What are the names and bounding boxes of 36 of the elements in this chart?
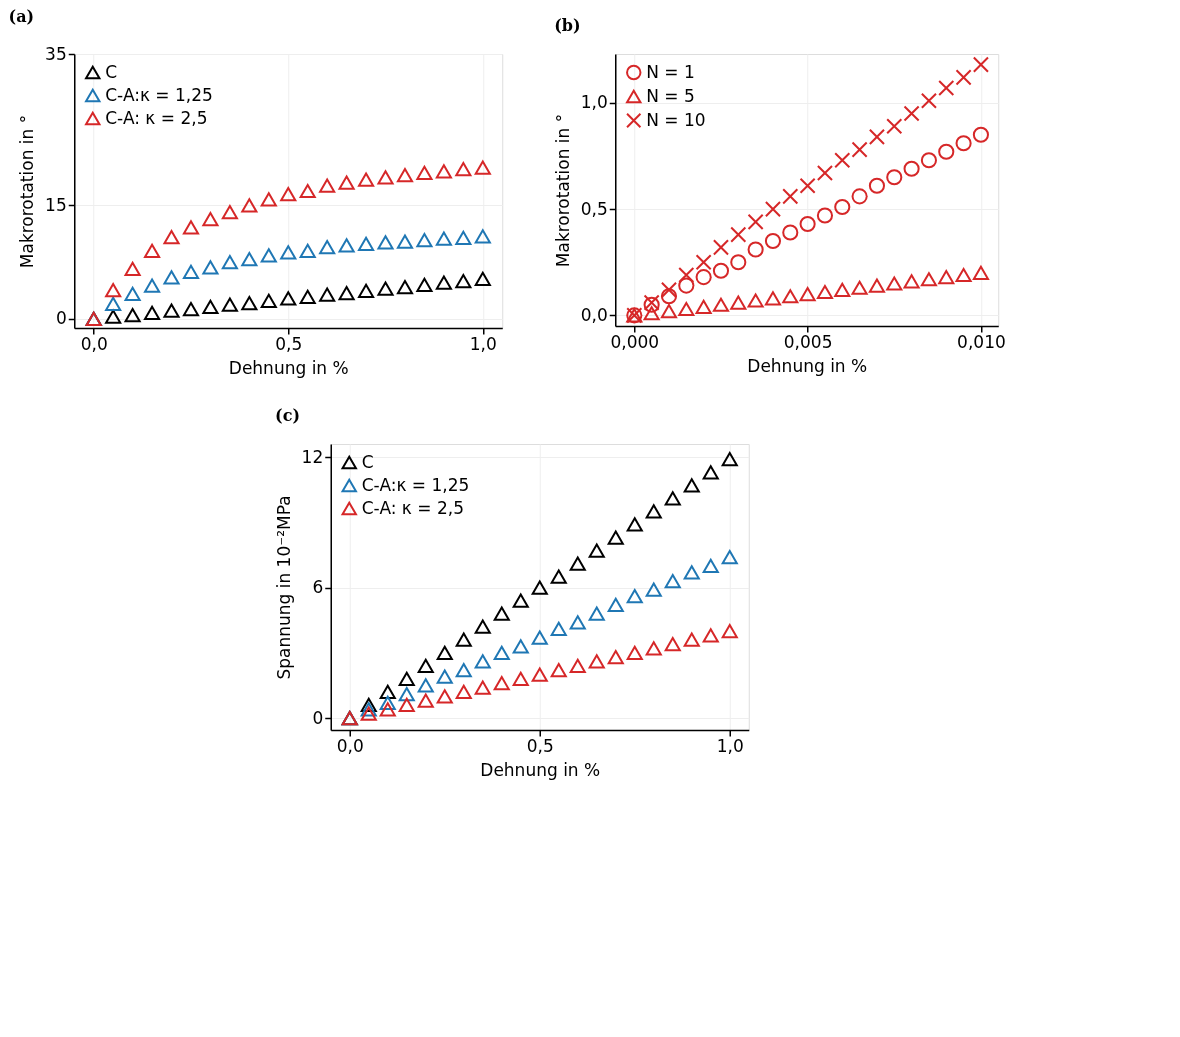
legend-label: C-A:κ = 1,25 xyxy=(361,474,470,495)
y-axis-title: Spannung in 10⁻²MPa xyxy=(273,495,294,680)
chart-title: (c) xyxy=(275,406,301,425)
y-tick-label: 35 xyxy=(45,43,67,64)
y-axis-title: Makrorotation in ° xyxy=(17,114,38,269)
x-tick-label: 0,0 xyxy=(80,333,108,354)
y-tick-label: 1,0 xyxy=(580,92,608,113)
y-tick-label: 15 xyxy=(45,194,67,215)
x-tick-label: 0,0 xyxy=(336,735,364,756)
legend-label: C-A:κ = 1,25 xyxy=(105,84,213,105)
x-axis-title: Dehnung in % xyxy=(747,355,868,376)
y-tick-label: 0 xyxy=(312,707,324,728)
y-tick-label: 12 xyxy=(301,446,324,467)
chart-title: (b) xyxy=(554,15,581,35)
legend-label: N = 10 xyxy=(646,109,706,130)
x-tick-label: 0,000 xyxy=(610,331,660,352)
legend-label: C-A: κ = 2,5 xyxy=(105,107,208,128)
y-tick-label: 0,5 xyxy=(580,198,608,219)
legend-label: C-A: κ = 2,5 xyxy=(361,497,464,518)
x-tick-label: 0,005 xyxy=(783,331,833,352)
legend-label: C xyxy=(105,61,118,82)
x-tick-label: 1,0 xyxy=(716,735,744,756)
y-tick-label: 0,0 xyxy=(580,304,608,325)
x-tick-label: 1,0 xyxy=(469,333,497,354)
chart-title: (a) xyxy=(8,7,35,26)
x-axis-title: Dehnung in % xyxy=(480,759,601,780)
y-tick-label: 6 xyxy=(312,577,324,598)
x-tick-label: 0,5 xyxy=(526,735,554,756)
x-tick-label: 0,5 xyxy=(275,333,303,354)
y-tick-label: 0 xyxy=(55,308,67,329)
y-axis-title: Makrorotation in ° xyxy=(552,113,573,268)
x-tick-label: 0,010 xyxy=(957,331,1006,352)
x-axis-title: Dehnung in % xyxy=(228,357,349,378)
legend-label: N = 1 xyxy=(646,61,695,82)
legend-label: C xyxy=(361,451,374,472)
legend-label: N = 5 xyxy=(646,85,695,106)
